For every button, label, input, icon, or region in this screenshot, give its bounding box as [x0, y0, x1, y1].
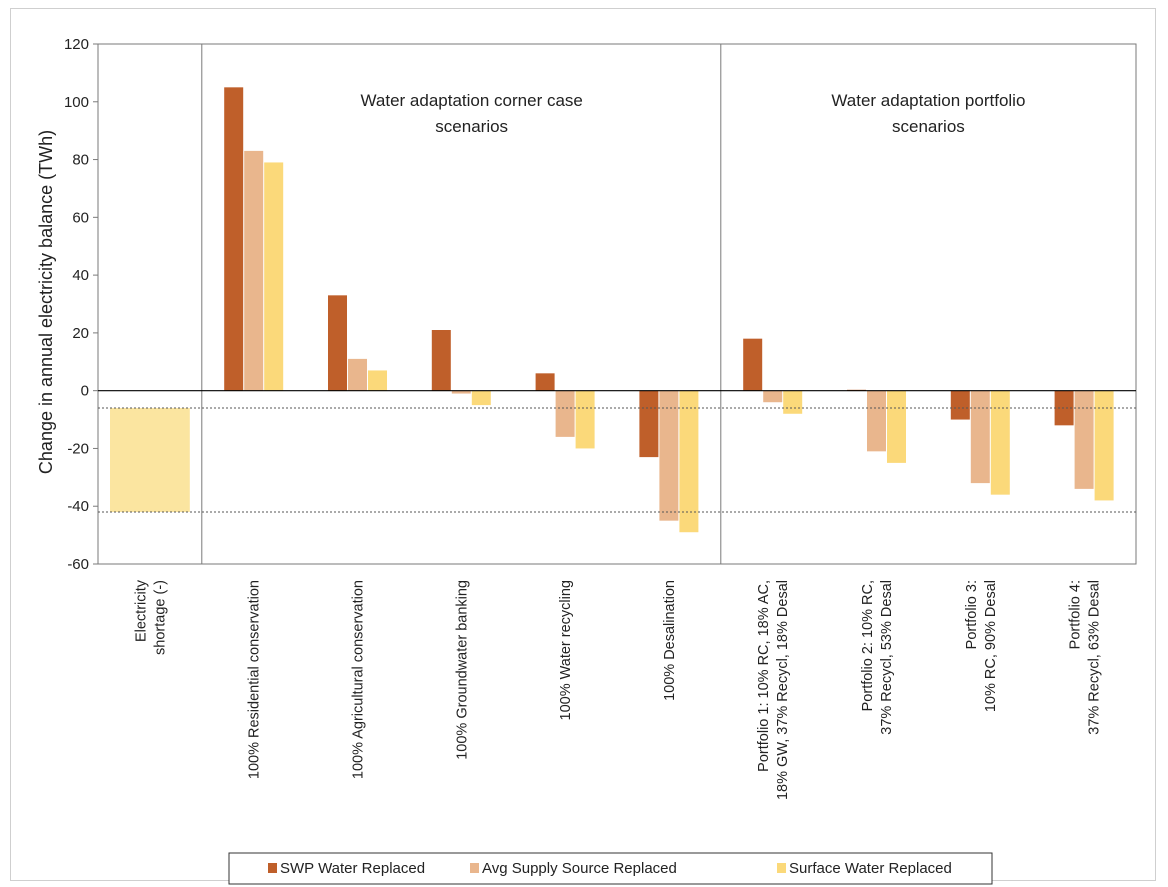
category-label: Portfolio 1: 10% RC, 18% AC, — [756, 580, 772, 772]
y-axis-label: Change in annual electricity balance (TW… — [36, 130, 56, 474]
section-annotations: Water adaptation corner case scenarios Wat… — [360, 91, 1025, 136]
y-tick-label: 20 — [72, 325, 89, 342]
y-tick-label: 60 — [72, 209, 89, 226]
y-tick-label: -20 — [67, 440, 89, 457]
category-label: Electricity — [133, 579, 149, 642]
y-tick-label: 80 — [72, 152, 89, 169]
section-annotation: Water adaptation corner case — [360, 91, 582, 110]
category-label: 100% Desalination — [662, 580, 678, 701]
bar-surface-7 — [887, 390, 906, 463]
bar-series — [110, 87, 1114, 533]
legend: SWP Water Replaced Avg Supply Source Repl… — [228, 852, 993, 885]
category-label: Portfolio 3: — [964, 580, 980, 649]
bar-avg-supply-5 — [659, 390, 679, 521]
bar-surface-6 — [783, 390, 803, 414]
y-tick-label: 100 — [64, 94, 89, 111]
legend-entry: Avg Supply Source Replaced — [482, 860, 677, 877]
y-tick-label: 120 — [64, 36, 89, 53]
legend-box — [228, 852, 993, 885]
bar-surface-1 — [264, 162, 284, 391]
bar-avg-supply-2 — [348, 358, 367, 391]
category-label: 10% RC, 90% Desal — [983, 580, 999, 712]
category-label: 37% Recycl, 63% Desal — [1087, 580, 1103, 735]
plot-border — [97, 43, 1137, 565]
bar-swp-9 — [1054, 390, 1074, 426]
bar-avg-supply-1 — [244, 150, 264, 391]
bar-swp-2 — [328, 295, 347, 391]
bar-swp-1 — [224, 87, 244, 391]
bar-avg-supply-6 — [763, 390, 783, 403]
bar-avg-supply-3 — [451, 390, 471, 394]
legend-swatch — [470, 863, 479, 873]
legend-swatch — [268, 863, 277, 873]
category-label: 18% GW, 37% Recycl, 18% Desal — [775, 580, 791, 800]
section-annotation: scenarios — [892, 117, 965, 136]
section-annotation: scenarios — [435, 117, 508, 136]
bar-swp-4 — [535, 373, 555, 391]
bar-swp-6 — [743, 338, 763, 391]
y-tick-label: 40 — [72, 267, 89, 284]
category-label: 100% Groundwater banking — [454, 580, 470, 760]
y-tick-label: -60 — [67, 556, 89, 573]
bar-avg-supply-9 — [1074, 390, 1094, 489]
bar-swp-5 — [639, 390, 659, 458]
category-labels: Electricity shortage (-) 100% Residential … — [133, 579, 1102, 800]
legend-entry: SWP Water Replaced — [280, 860, 425, 877]
bar-surface-5 — [679, 390, 699, 533]
category-label: 100% Residential conservation — [247, 580, 263, 779]
bar-electricity-shortage — [110, 408, 190, 512]
category-label: 37% Recycl, 53% Desal — [879, 580, 895, 735]
y-tick-label: 0 — [81, 383, 89, 400]
legend-swatch — [777, 863, 786, 873]
category-label: Portfolio 4: — [1068, 580, 1084, 649]
bar-avg-supply-8 — [970, 390, 990, 484]
bar-surface-2 — [368, 370, 387, 391]
y-axis: 120 100 80 60 40 20 0 -20 -40 -60 — [64, 36, 98, 573]
section-annotation: Water adaptation portfolio — [831, 91, 1025, 110]
bar-surface-8 — [990, 390, 1010, 495]
bar-swp-8 — [950, 390, 970, 420]
category-label: 100% Water recycling — [558, 580, 574, 721]
bar-surface-3 — [471, 390, 491, 406]
plot-area — [97, 43, 1137, 565]
bar-avg-supply-4 — [555, 390, 575, 437]
reference-lines — [98, 407, 1136, 513]
y-tick-label: -40 — [67, 498, 89, 515]
bar-surface-4 — [575, 390, 595, 449]
category-label: shortage (-) — [152, 580, 168, 655]
category-label: 100% Agricultural conservation — [351, 580, 367, 779]
category-label: Portfolio 2: 10% RC, — [860, 580, 876, 711]
bar-avg-supply-7 — [867, 390, 886, 452]
bar-swp-3 — [431, 330, 451, 391]
legend-entry: Surface Water Replaced — [789, 860, 952, 877]
bar-surface-9 — [1094, 390, 1114, 501]
